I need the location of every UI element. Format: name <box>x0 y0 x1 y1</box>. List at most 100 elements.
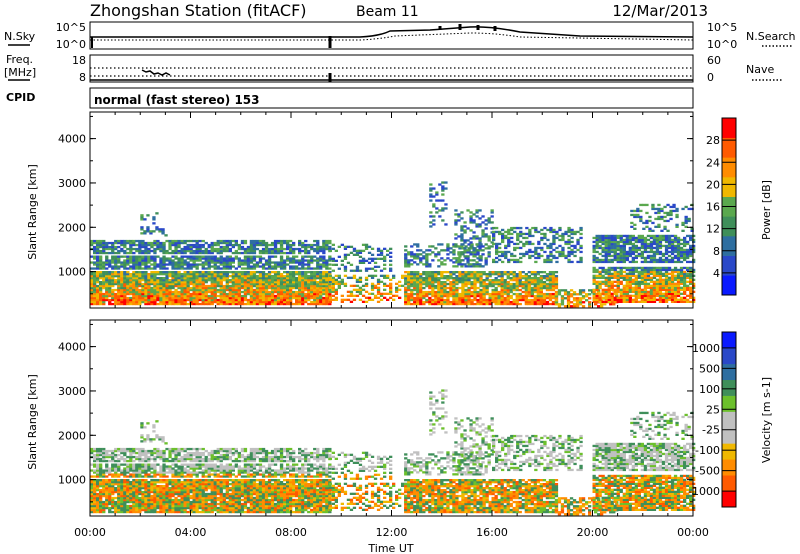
echo-cell <box>234 251 238 255</box>
echo-cell <box>99 265 103 268</box>
echo-cell <box>355 269 360 272</box>
echo-cell <box>607 250 611 254</box>
echo-cell <box>434 290 438 294</box>
echo-cell <box>105 243 109 247</box>
echo-cell <box>153 247 157 251</box>
echo-cell <box>667 288 672 291</box>
echo-cell <box>192 261 196 264</box>
echo-cell <box>165 300 169 304</box>
echo-cell <box>457 215 461 218</box>
echo-cell <box>343 274 348 277</box>
echo-cell <box>249 271 254 274</box>
echo-cell <box>664 270 669 274</box>
echo-cell <box>144 302 148 306</box>
echo-cell <box>138 294 142 298</box>
echo-cell <box>177 286 181 290</box>
echo-cell <box>543 250 547 254</box>
echo-cell <box>386 253 390 256</box>
echo-cell <box>258 288 263 292</box>
echo-cell <box>120 286 124 290</box>
echo-cell <box>99 282 103 286</box>
echo-cell <box>301 286 305 290</box>
echo-cell <box>216 298 220 302</box>
echo-cell <box>521 286 525 290</box>
echo-cell <box>595 258 599 262</box>
echo-cell <box>337 274 341 277</box>
echo-cell <box>536 284 540 288</box>
echo-cell <box>509 277 513 280</box>
echo-cell <box>358 288 363 291</box>
echo-cell <box>437 271 441 274</box>
echo-cell <box>557 303 562 306</box>
echo-cell <box>658 278 663 281</box>
echo-cell <box>376 280 381 283</box>
echo-cell <box>622 260 626 264</box>
echo-cell <box>460 253 464 256</box>
echo-cell <box>473 275 477 278</box>
echo-cell <box>135 259 139 262</box>
echo-cell <box>343 253 348 256</box>
echo-cell <box>518 288 522 292</box>
echo-cell <box>270 294 275 298</box>
echo-cell <box>604 280 608 283</box>
echo-cell <box>204 296 208 300</box>
echo-cell <box>579 244 583 248</box>
echo-cell <box>679 252 684 256</box>
echo-cell <box>129 288 133 292</box>
echo-cell <box>518 298 522 302</box>
echo-cell <box>228 302 232 306</box>
echo-cell <box>640 300 644 303</box>
echo-cell <box>150 277 154 280</box>
echo-cell <box>551 296 556 300</box>
echo-cell <box>171 251 175 255</box>
echo-cell <box>534 230 538 234</box>
echo-cell <box>479 277 483 280</box>
echo-cell <box>437 243 441 246</box>
echo-cell <box>633 227 637 230</box>
echo-cell <box>313 247 317 251</box>
echo-cell <box>595 292 599 295</box>
echo-cell <box>648 227 652 230</box>
echo-cell <box>472 247 476 250</box>
echo-cell <box>652 280 657 283</box>
echo-cell <box>628 252 632 256</box>
echo-cell <box>476 298 480 302</box>
echo-cell <box>463 221 467 224</box>
echo-cell <box>389 290 393 293</box>
echo-cell <box>460 233 464 236</box>
echo-cell <box>536 273 540 276</box>
echo-cell <box>108 298 112 302</box>
echo-cell <box>501 240 505 244</box>
echo-cell <box>114 259 118 262</box>
echo-cell <box>651 221 655 225</box>
echo-cell <box>219 257 223 260</box>
echo-cell <box>162 298 166 302</box>
echo-cell <box>228 298 232 302</box>
echo-cell <box>222 265 226 268</box>
echo-cell <box>616 240 620 244</box>
echo-cell <box>519 240 523 244</box>
echo-cell <box>132 265 136 268</box>
echo-cell <box>455 292 459 296</box>
echo-cell <box>628 238 632 242</box>
echo-cell <box>604 296 608 299</box>
echo-cell <box>449 302 453 306</box>
echo-cell <box>132 263 136 266</box>
echo-cell <box>613 250 617 254</box>
echo-cell <box>195 241 199 245</box>
echo-cell <box>111 247 115 251</box>
echo-cell <box>455 302 459 306</box>
echo-cell <box>108 265 112 268</box>
echo-cell <box>478 245 482 248</box>
echo-cell <box>669 209 673 213</box>
echo-cell <box>551 294 556 298</box>
echo-cell <box>670 256 675 260</box>
echo-cell <box>165 292 169 296</box>
echo-cell <box>461 273 465 276</box>
echo-cell <box>90 296 94 300</box>
echo-cell <box>135 271 139 274</box>
echo-cell <box>440 271 444 274</box>
echo-cell <box>231 279 235 282</box>
echo-cell <box>207 267 211 270</box>
echo-cell <box>491 273 495 276</box>
